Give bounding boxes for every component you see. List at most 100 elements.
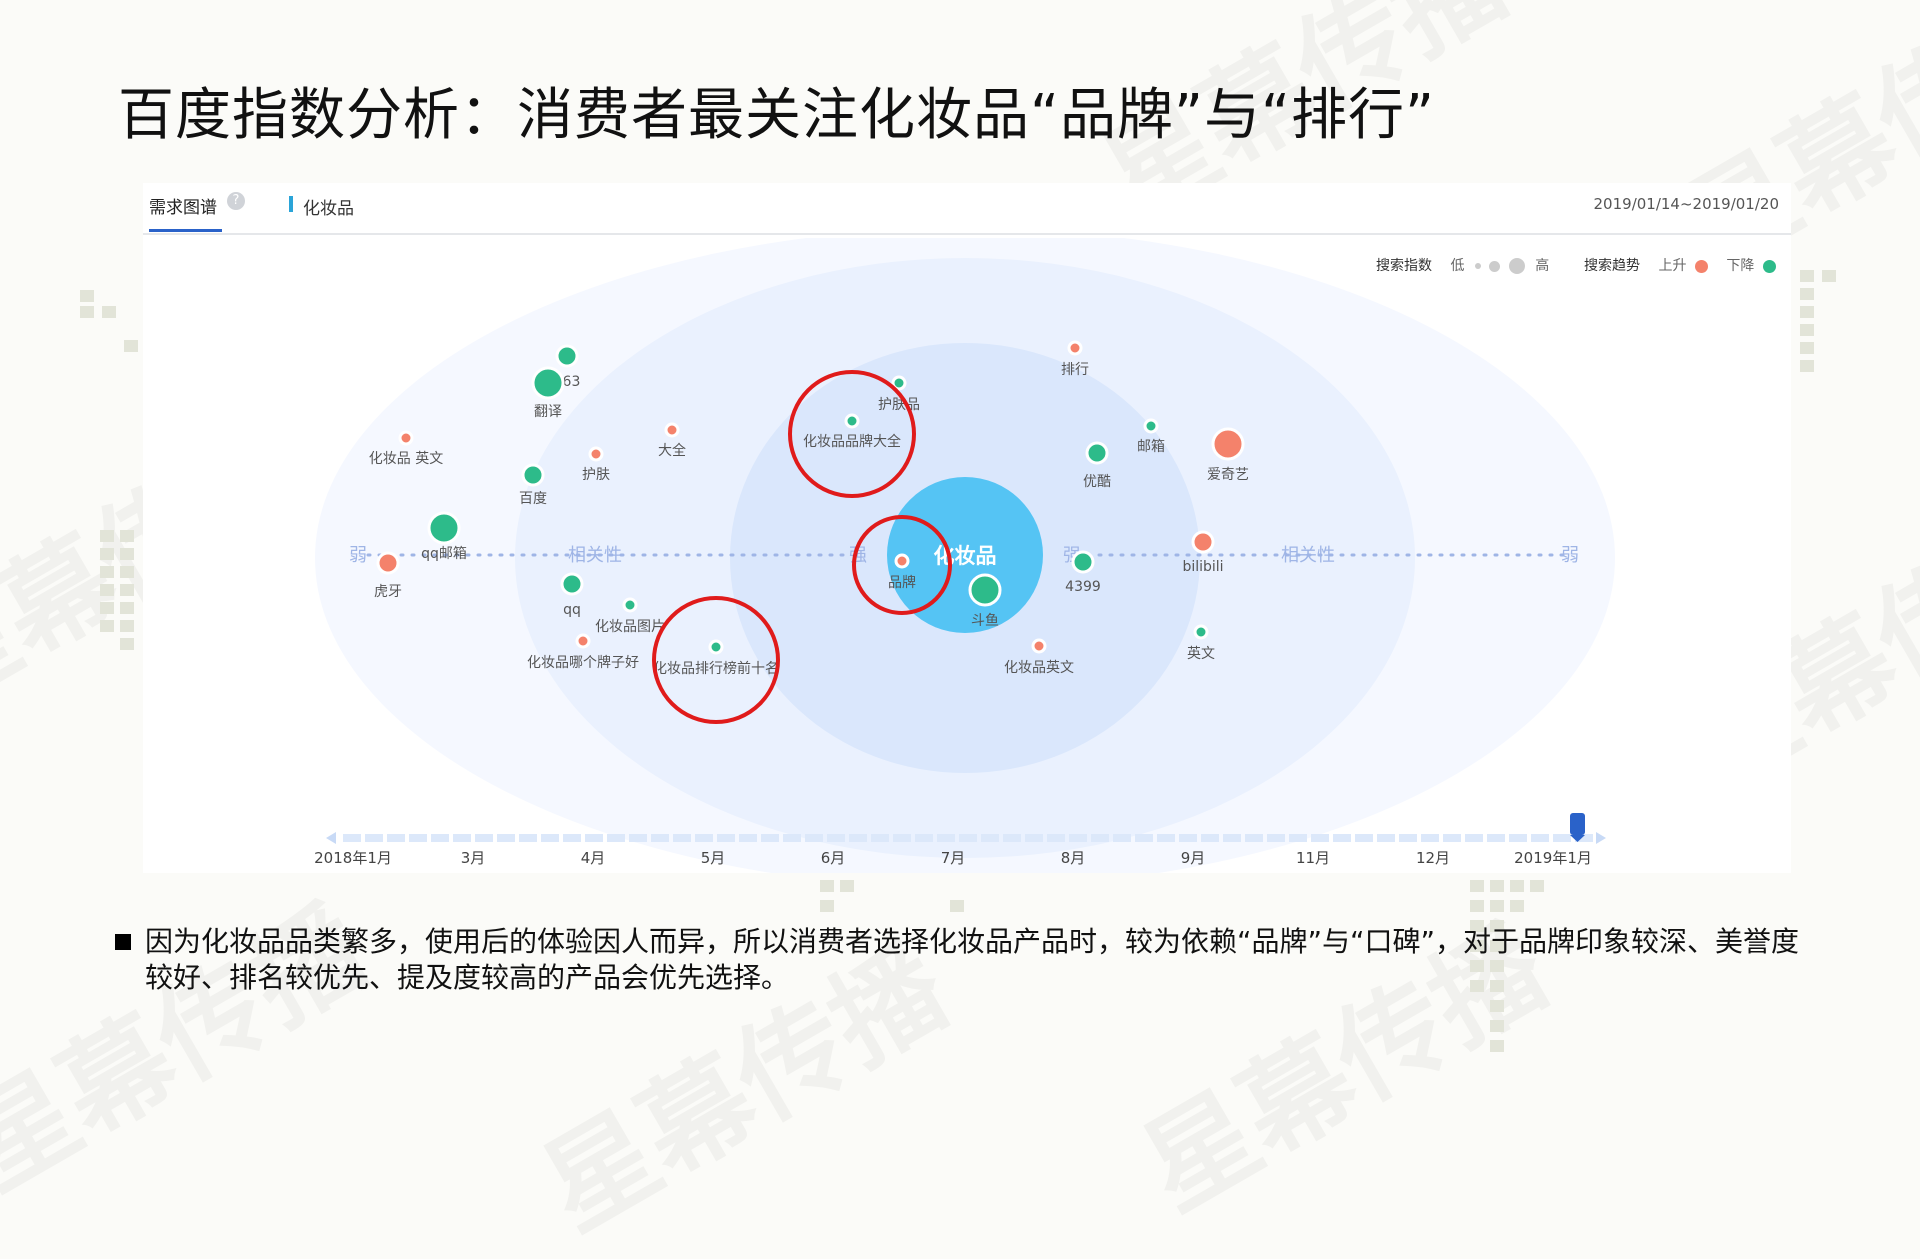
term-label[interactable]: 虎牙 [374, 584, 402, 600]
term-bubble[interactable] [555, 344, 579, 368]
timeline-segment [783, 834, 801, 842]
timeline-segment [1135, 834, 1153, 842]
timeline-segment [519, 834, 537, 842]
legend-dot-large [1508, 258, 1525, 274]
term-label[interactable]: 邮箱 [1137, 439, 1165, 455]
timeline-segment [717, 834, 735, 842]
timeline-label: 5月 [701, 849, 726, 867]
term-label[interactable]: 排行 [1061, 362, 1089, 378]
term-bubble[interactable] [1193, 624, 1209, 640]
help-icon[interactable]: ? [227, 192, 245, 210]
term-label[interactable]: 斗鱼 [971, 612, 999, 629]
term-bubble[interactable] [376, 551, 400, 575]
legend-low: 低 [1450, 258, 1465, 274]
highlight-circle [852, 515, 952, 615]
term-label[interactable]: 化妆品英文 [1004, 659, 1074, 676]
highlight-circle [652, 596, 780, 724]
term-bubble[interactable] [1143, 418, 1159, 434]
timeline-segment [695, 834, 713, 842]
term-label[interactable]: qq邮箱 [421, 546, 467, 562]
term-bubble[interactable] [1211, 427, 1245, 461]
timeline-label: 2019年1月 [1514, 849, 1592, 867]
term-bubble[interactable] [968, 573, 1002, 607]
term-label[interactable]: 爱奇艺 [1207, 466, 1249, 483]
term-label[interactable]: 品牌 [888, 574, 916, 591]
term-label[interactable]: 化妆品 英文 [369, 450, 443, 467]
bullet-marker [115, 934, 131, 950]
timeline-segment [1267, 834, 1285, 842]
term-label[interactable]: 优酷 [1083, 474, 1111, 490]
term-bubble[interactable] [521, 463, 545, 487]
term-bubble[interactable] [398, 430, 414, 446]
legend-search-index-label: 搜索指数 [1376, 258, 1432, 274]
term-label[interactable]: 百度 [519, 491, 547, 507]
timeline-segment [761, 834, 779, 842]
timeline-handle[interactable] [1570, 813, 1585, 835]
timeline-segment [959, 834, 977, 842]
term-label[interactable]: 护肤 [582, 467, 610, 483]
tab-demand-graph[interactable]: 需求图谱 [149, 198, 217, 218]
date-range[interactable]: 2019/01/14~2019/01/20 [1593, 195, 1779, 213]
term-label[interactable]: 大全 [658, 442, 686, 459]
timeline-segment [651, 834, 669, 842]
term-label[interactable]: 英文 [1187, 645, 1215, 662]
timeline-label: 11月 [1296, 849, 1330, 867]
term-label[interactable]: 翻译 [534, 404, 562, 420]
timeline-segment [1509, 834, 1527, 842]
axis-weak-left: 弱 [349, 545, 367, 566]
term-label[interactable]: 化妆品品牌大全 [803, 433, 901, 450]
timeline-segment [1575, 834, 1593, 842]
timeline-segment [1289, 834, 1307, 842]
term-bubble[interactable] [531, 366, 565, 400]
timeline-segment [915, 834, 933, 842]
timeline-segment [1179, 834, 1197, 842]
term-label[interactable]: bilibili [1182, 559, 1223, 575]
timeline-segment [1553, 834, 1571, 842]
timeline-label: 3月 [461, 849, 486, 867]
slide-title: 百度指数分析：消费者最关注化妆品“品牌”与“排行” [118, 83, 1436, 148]
term-label[interactable]: qq [563, 602, 581, 618]
axis-weak-right: 弱 [1561, 545, 1579, 566]
timeline-label: 12月 [1416, 849, 1450, 867]
timeline-segment [475, 834, 493, 842]
term-bubble[interactable] [708, 639, 724, 655]
timeline-segment [937, 834, 955, 842]
term-bubble[interactable] [560, 572, 584, 596]
term-bubble[interactable] [891, 375, 907, 391]
axis-relevance-right: 相关性 [1281, 545, 1335, 566]
timeline-handle-tip [1570, 835, 1585, 842]
timeline-label: 6月 [821, 849, 846, 867]
timeline-track[interactable] [343, 834, 1593, 842]
term-label[interactable]: 化妆品哪个牌子好 [527, 654, 639, 671]
term-bubble[interactable] [664, 422, 680, 438]
term-bubble[interactable] [575, 633, 591, 649]
timeline-prev-arrow[interactable] [326, 832, 336, 844]
legend-dot-small [1474, 263, 1481, 269]
center-term-bubble[interactable] [887, 477, 1043, 633]
term-bubble[interactable] [894, 553, 910, 569]
term-bubble[interactable] [1031, 638, 1047, 654]
timeline-segment [1025, 834, 1043, 842]
timeline-label: 9月 [1181, 849, 1206, 867]
timeline-next-arrow[interactable] [1596, 832, 1606, 844]
term-bubble[interactable] [1085, 441, 1109, 465]
legend-high: 高 [1535, 258, 1550, 274]
term-bubble[interactable] [844, 413, 860, 429]
term-bubble[interactable] [1071, 550, 1095, 574]
term-bubble[interactable] [1067, 340, 1083, 356]
timeline-segment [563, 834, 581, 842]
term-bubble[interactable] [622, 597, 638, 613]
term-label[interactable]: 护肤品 [878, 397, 920, 413]
term-label[interactable]: 化妆品排行榜前十名 [653, 660, 779, 677]
timeline-labels: 2018年1月 3月 4月 5月 6月 7月 8月 9月 11月 12月 2019年1月 [314, 849, 1592, 867]
term-label[interactable]: 化妆品图片 [595, 619, 665, 635]
term-bubble[interactable] [1191, 530, 1215, 554]
timeline-segment [453, 834, 471, 842]
watermark: 星幕传播 [0, 883, 388, 1215]
term-bubble[interactable] [427, 511, 461, 545]
term-bubble[interactable] [588, 446, 604, 462]
timeline-segment [827, 834, 845, 842]
term-label[interactable]: 4399 [1065, 579, 1101, 595]
timeline-segment [981, 834, 999, 842]
timeline-segment [1201, 834, 1219, 842]
